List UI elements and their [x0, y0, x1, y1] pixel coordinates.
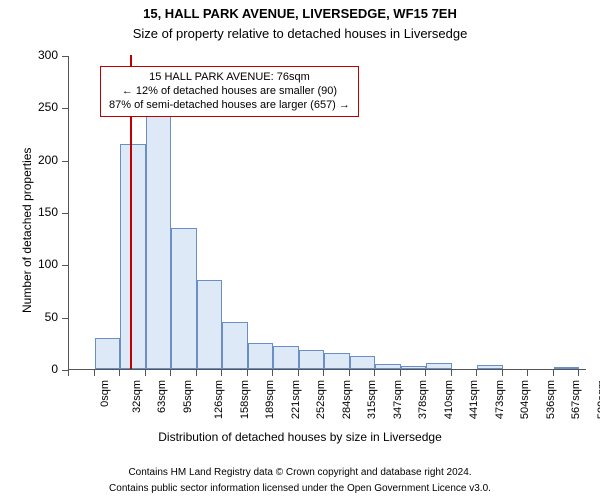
x-tick — [578, 370, 579, 376]
x-tick-label: 158sqm — [239, 380, 251, 419]
annotation-line-1: 15 HALL PARK AVENUE: 76sqm — [109, 71, 350, 85]
histogram-bar — [350, 356, 375, 369]
x-tick-label: 126sqm — [213, 380, 225, 419]
x-tick — [94, 370, 95, 376]
y-tick — [62, 161, 68, 162]
histogram-bar — [375, 364, 401, 369]
x-tick — [451, 370, 452, 376]
attribution-line-2: Contains public sector information licen… — [0, 483, 600, 494]
y-tick-label: 150 — [38, 205, 58, 219]
x-tick — [221, 370, 222, 376]
x-tick — [170, 370, 171, 376]
histogram-bar — [273, 346, 299, 369]
x-tick-label: 378sqm — [417, 380, 429, 419]
x-tick-label: 410sqm — [443, 380, 455, 419]
y-tick-label: 250 — [38, 100, 58, 114]
y-tick-label: 300 — [38, 48, 58, 62]
y-tick-label: 50 — [45, 310, 58, 324]
annotation-box: 15 HALL PARK AVENUE: 76sqm ← 12% of deta… — [100, 66, 359, 117]
x-tick-label: 0sqm — [99, 380, 111, 407]
attribution-line-1: Contains HM Land Registry data © Crown c… — [0, 467, 600, 478]
x-tick-label: 284sqm — [341, 380, 353, 419]
histogram-bar — [477, 365, 503, 369]
histogram-bar — [197, 280, 222, 369]
histogram-bar — [299, 350, 324, 369]
x-tick-label: 32sqm — [131, 380, 143, 413]
x-tick-label: 347sqm — [392, 380, 404, 419]
histogram-bar — [222, 322, 248, 369]
x-tick — [119, 370, 120, 376]
y-tick-label: 100 — [38, 257, 58, 271]
histogram-bar — [95, 338, 120, 369]
x-tick — [349, 370, 350, 376]
chart-subtitle: Size of property relative to detached ho… — [0, 26, 600, 41]
x-tick-label: 504sqm — [519, 380, 531, 419]
x-tick — [196, 370, 197, 376]
x-tick-label: 189sqm — [264, 380, 276, 419]
histogram-bar — [120, 144, 146, 369]
x-tick-label: 315sqm — [366, 380, 378, 419]
y-tick-label: 0 — [51, 362, 58, 376]
chart-container: 15, HALL PARK AVENUE, LIVERSEDGE, WF15 7… — [0, 0, 600, 500]
x-tick — [145, 370, 146, 376]
x-tick — [502, 370, 503, 376]
x-tick-label: 473sqm — [494, 380, 506, 419]
y-tick — [62, 265, 68, 266]
y-tick — [62, 318, 68, 319]
histogram-bar — [248, 343, 273, 369]
y-axis-title: Number of detached properties — [20, 148, 34, 313]
annotation-line-2: ← 12% of detached houses are smaller (90… — [109, 85, 350, 99]
histogram-bar — [146, 113, 171, 369]
x-tick — [323, 370, 324, 376]
x-tick — [476, 370, 477, 376]
y-tick — [62, 56, 68, 57]
x-tick-label: 599sqm — [596, 380, 600, 419]
y-tick — [62, 213, 68, 214]
x-tick — [425, 370, 426, 376]
x-tick — [553, 370, 554, 376]
x-tick — [400, 370, 401, 376]
histogram-bar — [554, 367, 579, 369]
x-tick-label: 441sqm — [468, 380, 480, 419]
x-tick-label: 221sqm — [290, 380, 302, 419]
x-tick — [68, 370, 69, 376]
y-tick-label: 200 — [38, 153, 58, 167]
annotation-line-3: 87% of semi-detached houses are larger (… — [109, 99, 350, 113]
histogram-bar — [171, 228, 197, 369]
histogram-bar — [401, 366, 426, 369]
x-tick-label: 536sqm — [545, 380, 557, 419]
x-tick — [247, 370, 248, 376]
x-tick — [272, 370, 273, 376]
chart-title: 15, HALL PARK AVENUE, LIVERSEDGE, WF15 7… — [0, 6, 600, 21]
y-tick — [62, 108, 68, 109]
x-tick-label: 252sqm — [315, 380, 327, 419]
x-tick-label: 95sqm — [182, 380, 194, 413]
histogram-bar — [324, 353, 350, 369]
x-tick — [527, 370, 528, 376]
x-tick-label: 63sqm — [156, 380, 168, 413]
histogram-bar — [426, 363, 452, 369]
x-tick — [298, 370, 299, 376]
x-tick — [374, 370, 375, 376]
x-axis-title: Distribution of detached houses by size … — [0, 430, 600, 444]
x-tick-label: 567sqm — [570, 380, 582, 419]
